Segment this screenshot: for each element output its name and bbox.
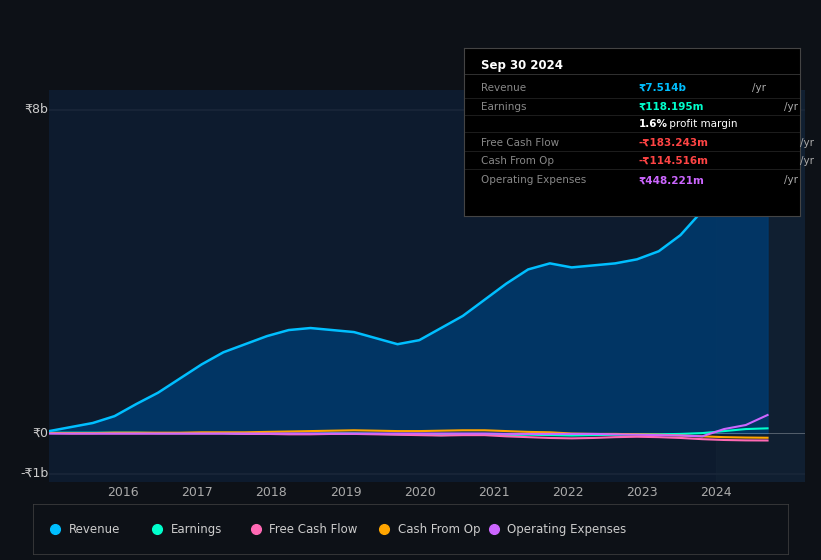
Text: Operating Expenses: Operating Expenses xyxy=(481,175,586,185)
Text: Sep 30 2024: Sep 30 2024 xyxy=(481,59,562,72)
Text: ₹7.514b: ₹7.514b xyxy=(639,83,687,93)
Text: Operating Expenses: Operating Expenses xyxy=(507,522,626,536)
Text: /yr: /yr xyxy=(784,102,798,112)
Text: /yr: /yr xyxy=(800,156,814,166)
Bar xyxy=(716,90,805,482)
Text: Revenue: Revenue xyxy=(69,522,121,536)
Text: -₹1b: -₹1b xyxy=(21,467,48,480)
Text: Revenue: Revenue xyxy=(481,83,525,93)
Text: Cash From Op: Cash From Op xyxy=(397,522,480,536)
Text: ₹118.195m: ₹118.195m xyxy=(639,102,704,112)
Text: ₹0: ₹0 xyxy=(33,427,48,440)
Text: Cash From Op: Cash From Op xyxy=(481,156,553,166)
Text: Earnings: Earnings xyxy=(171,522,222,536)
Text: -₹183.243m: -₹183.243m xyxy=(639,138,709,147)
Text: /yr: /yr xyxy=(752,83,766,93)
Text: -₹114.516m: -₹114.516m xyxy=(639,156,709,166)
Text: /yr: /yr xyxy=(800,138,814,147)
Text: Free Cash Flow: Free Cash Flow xyxy=(269,522,358,536)
Text: 1.6%: 1.6% xyxy=(639,119,668,129)
Text: profit margin: profit margin xyxy=(666,119,737,129)
Text: Earnings: Earnings xyxy=(481,102,526,112)
Text: ₹448.221m: ₹448.221m xyxy=(639,175,704,185)
Text: /yr: /yr xyxy=(784,175,798,185)
Text: Free Cash Flow: Free Cash Flow xyxy=(481,138,559,147)
Text: ₹8b: ₹8b xyxy=(25,103,48,116)
